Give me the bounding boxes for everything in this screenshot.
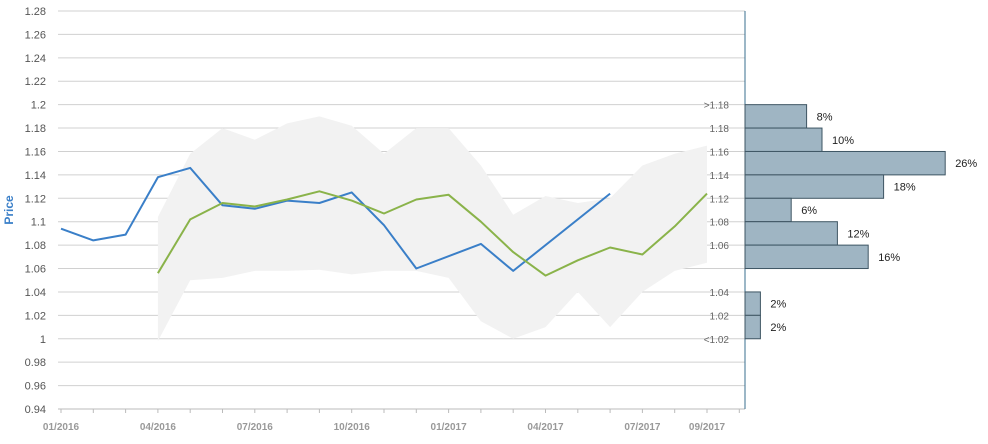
distribution-bin-label: 1.18	[710, 124, 730, 135]
y-tick-label: 1	[40, 334, 46, 346]
distribution-bar	[744, 314, 761, 340]
y-axis-title: Price	[2, 195, 16, 225]
y-tick-label: 1.04	[25, 287, 46, 299]
y-tick-label: 1.06	[25, 264, 46, 276]
distribution-bar	[744, 291, 761, 316]
y-tick-label: 0.96	[25, 381, 46, 393]
x-tick-label: 09/2017	[689, 422, 726, 433]
range-band-area	[157, 116, 707, 342]
y-tick-label: 1.12	[25, 193, 46, 205]
distribution-bin-label: 1.16	[710, 147, 730, 158]
distribution-bar	[744, 244, 869, 270]
y-tick-label: 1.18	[25, 123, 46, 135]
distribution-bar	[744, 221, 838, 246]
distribution-pct-label: 12%	[847, 228, 869, 240]
y-tick-label: 1.16	[25, 146, 46, 158]
distribution-pct-label: 6%	[801, 205, 817, 217]
distribution-bar	[744, 104, 808, 129]
y-tick-label: 1.28	[25, 6, 46, 18]
distribution-bin-label: 1.14	[710, 171, 730, 182]
y-tick-label: 0.94	[25, 404, 46, 416]
series-lines	[60, 166, 708, 277]
distribution-bin-label: >1.18	[704, 101, 730, 112]
distribution-bar	[744, 127, 823, 152]
x-tick-label: 07/2016	[237, 422, 274, 433]
distribution-pct-label: 8%	[817, 111, 833, 123]
distribution-pct-label: 10%	[832, 135, 854, 147]
x-tick-label: 01/2017	[431, 422, 468, 433]
y-tick-label: 1.14	[25, 170, 46, 182]
range-band	[157, 116, 707, 342]
x-tick-label: 07/2017	[624, 422, 661, 433]
y-tick-label: 1.08	[25, 240, 46, 252]
distribution-bar	[744, 197, 792, 223]
x-tick-label: 10/2016	[334, 422, 371, 433]
distribution-pct-label: 18%	[894, 182, 916, 194]
axes: 1.28 1.26 1.24 1.22 1.2 1.18 1.16 1.14 1.12 1.1 1.…	[25, 6, 746, 433]
distribution-pct-label: 26%	[955, 158, 977, 170]
distribution-bin-label: 1.02	[710, 311, 730, 322]
y-tick-label: 1.24	[25, 53, 46, 65]
series-line-1	[60, 166, 611, 272]
distribution-bin-label: 1.06	[710, 241, 730, 252]
x-tick-label: 01/2016	[43, 422, 80, 433]
y-tick-label: 1.02	[25, 310, 46, 322]
distribution-bin-label: 1.04	[710, 288, 730, 299]
distribution-bar	[744, 150, 946, 176]
y-tick-label: 1.1	[31, 217, 46, 229]
distribution-pct-label: 16%	[878, 252, 900, 264]
distribution-bar	[744, 174, 885, 199]
y-tick-label: 1.2	[31, 100, 46, 112]
distribution-bin-label: 1.08	[710, 218, 730, 229]
y-tick-label: 1.26	[25, 29, 46, 41]
distribution-bin-label: <1.02	[704, 335, 730, 346]
distribution-panel: 8% >1.18 10% 1.18 26% 1.16 18% 1.14 6% 1.12 12% 1.0…	[704, 101, 978, 346]
x-tick-label: 04/2016	[140, 422, 177, 433]
distribution-bin-label: 1.12	[710, 194, 730, 205]
distribution-pct-label: 2%	[770, 299, 786, 311]
y-tick-label: 0.98	[25, 357, 46, 369]
distribution-pct-label: 2%	[770, 322, 786, 334]
y-tick-label: 1.22	[25, 76, 46, 88]
x-tick-label: 04/2017	[527, 422, 564, 433]
series-line-2	[157, 190, 708, 277]
